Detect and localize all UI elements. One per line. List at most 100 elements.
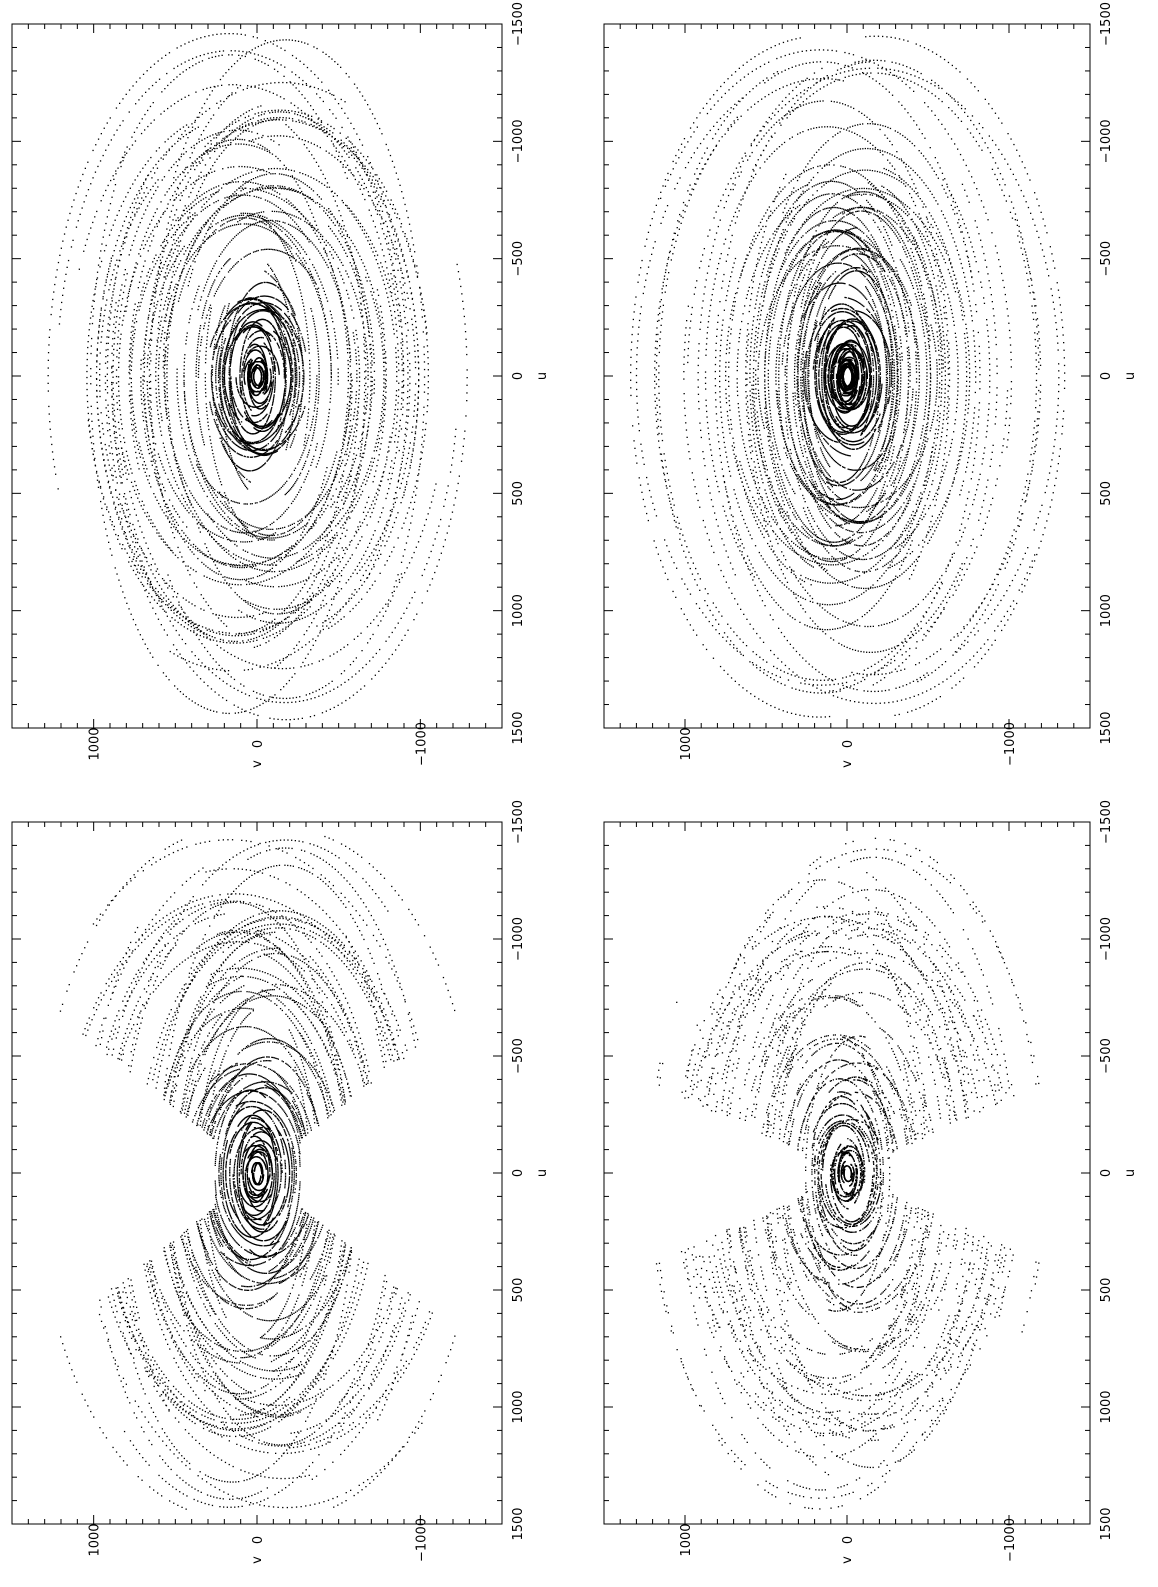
uv-point [186, 263, 187, 264]
uv-point [294, 523, 295, 524]
uv-point [118, 504, 119, 505]
uv-point [332, 270, 333, 271]
uv-point [275, 627, 276, 628]
uv-point [383, 616, 384, 617]
uv-point [429, 584, 430, 585]
uv-point [374, 497, 375, 498]
uv-point [363, 555, 364, 556]
uv-point [236, 193, 237, 194]
uv-point [147, 385, 148, 386]
uv-point [359, 562, 360, 563]
uv-point [160, 606, 161, 607]
uv-point [247, 166, 248, 167]
uv-point [297, 328, 298, 329]
uv-point [352, 213, 353, 214]
uv-point [384, 409, 385, 410]
uv-point [158, 392, 159, 393]
uv-point [231, 641, 232, 642]
uv-point [176, 245, 177, 246]
uv-point [392, 473, 393, 474]
uv-point [422, 602, 423, 603]
uv-point [309, 588, 310, 589]
uv-point [351, 429, 352, 430]
uv-point [273, 493, 274, 494]
uv-point [355, 146, 356, 147]
uv-point [328, 259, 329, 260]
uv-point [226, 184, 227, 185]
uv-point [285, 110, 286, 111]
uv-point [164, 629, 165, 630]
uv-point [398, 255, 399, 256]
uv-point [211, 488, 212, 489]
uv-point [205, 478, 206, 479]
uv-point [142, 509, 143, 510]
uv-point [173, 289, 174, 290]
uv-point [305, 516, 306, 517]
uv-point [165, 278, 166, 279]
uv-point [208, 35, 209, 36]
uv-point [266, 580, 267, 581]
uv-point [135, 574, 136, 575]
uv-point [284, 50, 285, 51]
uv-point [410, 249, 411, 250]
uv-point [188, 512, 189, 513]
uv-point [245, 503, 246, 504]
uv-point [385, 238, 386, 239]
uv-point [288, 616, 289, 617]
uv-point [364, 233, 365, 234]
uv-point [151, 409, 152, 410]
uv-point [215, 232, 216, 233]
uv-point [288, 525, 289, 526]
uv-point [245, 34, 246, 35]
uv-point [266, 529, 267, 530]
uv-point [269, 230, 270, 231]
uv-point [185, 188, 186, 189]
uv-point [341, 452, 342, 453]
uv-point [389, 254, 390, 255]
uv-point [203, 175, 204, 176]
uv-point [311, 424, 312, 425]
uv-point [325, 685, 326, 686]
uv-point [197, 523, 198, 524]
uv-point [270, 613, 271, 614]
uv-point [105, 376, 106, 377]
uv-point [300, 342, 301, 343]
uv-point [341, 463, 342, 464]
uv-point [222, 668, 223, 669]
uv-point [143, 248, 144, 249]
uv-point [169, 430, 170, 431]
uv-point [427, 405, 428, 406]
uv-point [317, 540, 318, 541]
uv-point [269, 696, 270, 697]
uv-point [87, 407, 88, 408]
uv-point [182, 248, 183, 249]
uv-point [317, 555, 318, 556]
uv-point [176, 463, 177, 464]
uv-point [272, 495, 273, 496]
uv-point [228, 499, 229, 500]
uv-point [264, 393, 265, 394]
uv-point [409, 363, 410, 364]
uv-point [201, 522, 202, 523]
uv-point [135, 179, 136, 180]
uv-point [362, 145, 363, 146]
uv-point [395, 294, 396, 295]
uv-point [280, 662, 281, 663]
uv-point [169, 269, 170, 270]
uv-point [323, 496, 324, 497]
uv-point [298, 718, 299, 719]
uv-point [254, 568, 255, 569]
uv-point [238, 224, 239, 225]
uv-point [278, 111, 279, 112]
uv-point [385, 498, 386, 499]
uv-point [215, 293, 216, 294]
uv-point [296, 620, 297, 621]
uv-point [267, 632, 268, 633]
uv-point [299, 619, 300, 620]
uv-point [402, 364, 403, 365]
uv-point [310, 559, 311, 560]
uv-point [210, 118, 211, 119]
uv-point [162, 466, 163, 467]
uv-point [190, 623, 191, 624]
uv-point [235, 592, 236, 593]
